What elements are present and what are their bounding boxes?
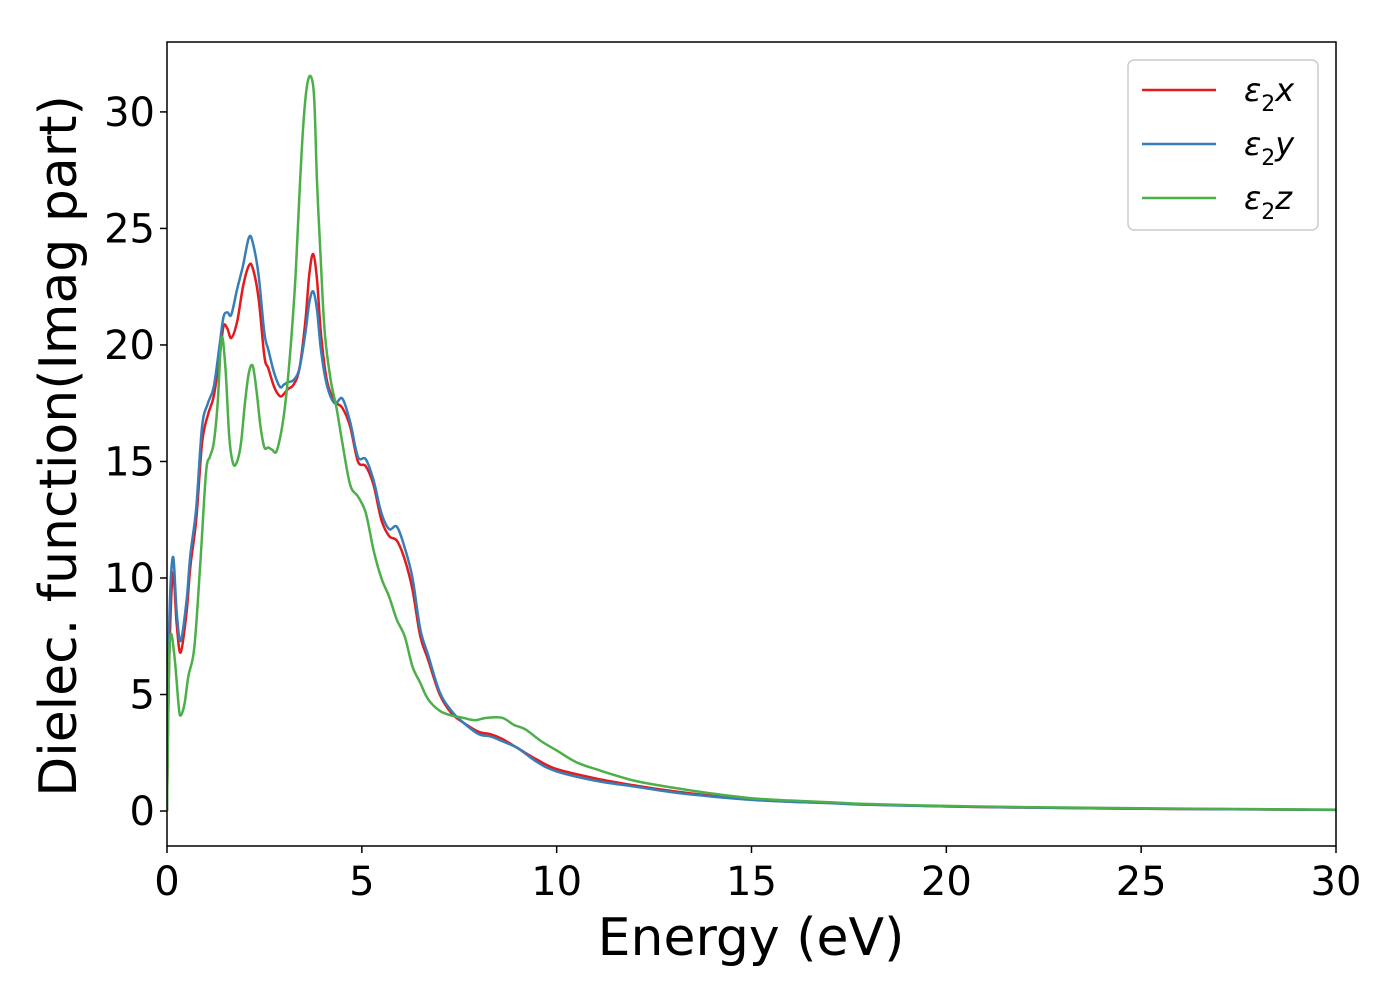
x-axis-title: Energy (eV) bbox=[598, 908, 905, 968]
legend-box bbox=[1127, 59, 1319, 231]
legend-label-z: ε2z bbox=[1244, 179, 1293, 225]
y-tick-label: 20 bbox=[104, 323, 155, 369]
x-tick-label: 30 bbox=[1311, 859, 1362, 905]
x-tick-label: 15 bbox=[726, 859, 777, 905]
y-tick-label: 30 bbox=[104, 90, 155, 136]
y-axis-title: Dielec. function(Imag part) bbox=[29, 95, 89, 797]
y-tick-label: 15 bbox=[104, 439, 155, 485]
x-tick-label: 20 bbox=[921, 859, 972, 905]
x-axis: 0 5 10 15 20 25 30 bbox=[154, 846, 1361, 905]
series-line-z bbox=[167, 74, 1336, 812]
x-tick-label: 10 bbox=[531, 859, 582, 905]
legend-label-y: ε2y bbox=[1244, 125, 1295, 171]
legend-label-x: ε2x bbox=[1244, 71, 1295, 117]
y-tick-label: 10 bbox=[104, 556, 155, 602]
legend: ε2x ε2y ε2z bbox=[1127, 59, 1319, 231]
series-layer bbox=[167, 74, 1336, 812]
x-tick-label: 0 bbox=[154, 859, 179, 905]
y-axis: 0 5 10 15 20 25 30 bbox=[104, 90, 167, 835]
y-tick-label: 0 bbox=[130, 789, 155, 835]
x-tick-label: 5 bbox=[349, 859, 374, 905]
x-tick-label: 25 bbox=[1116, 859, 1167, 905]
y-tick-label: 25 bbox=[104, 206, 155, 252]
y-tick-label: 5 bbox=[130, 673, 155, 719]
